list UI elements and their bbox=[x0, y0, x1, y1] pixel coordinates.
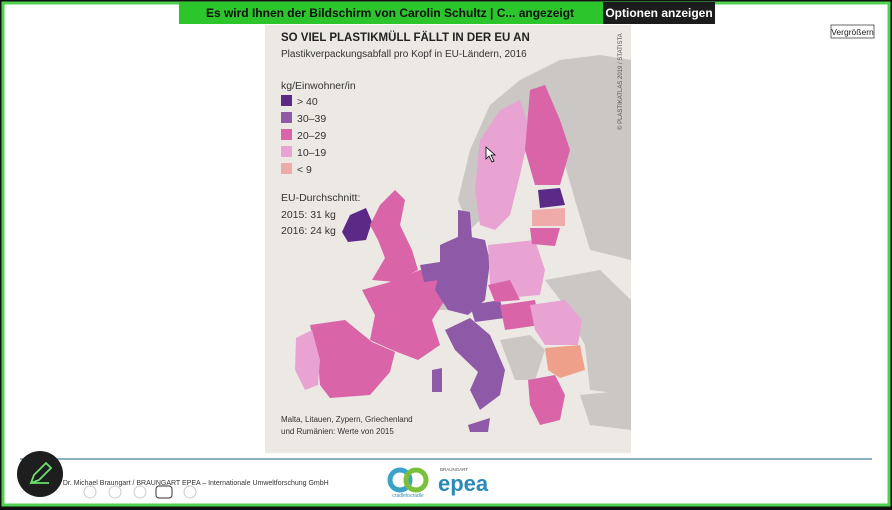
braungart-text: BRAUNGART bbox=[440, 467, 468, 472]
footer-text: f. Dr. Michael Braungart / BRAUNGART EPE… bbox=[57, 480, 329, 487]
note: und Rumänien: Werte von 2015 bbox=[281, 427, 394, 436]
legend: > 40 30–39 20–29 10–19 < 9 bbox=[281, 95, 326, 176]
czechia bbox=[488, 280, 520, 302]
note: Malta, Litauen, Zypern, Griechenland bbox=[281, 415, 413, 424]
benelux bbox=[420, 262, 440, 282]
map-title: SO VIEL PLASTIKMÜLL FÄLLT IN DER EU AN bbox=[281, 31, 530, 44]
cursor bbox=[485, 146, 497, 163]
legend-label: 20–29 bbox=[297, 130, 326, 142]
ireland bbox=[342, 208, 372, 242]
legend-swatch bbox=[281, 129, 292, 140]
logo-ring bbox=[387, 467, 413, 493]
legend-swatch bbox=[281, 112, 292, 123]
germany bbox=[435, 235, 490, 315]
bulgaria bbox=[545, 345, 585, 378]
camera-button[interactable] bbox=[155, 485, 173, 499]
austria bbox=[470, 300, 505, 322]
hungary bbox=[500, 300, 540, 330]
epea-text: epea bbox=[438, 471, 489, 496]
zoom-button[interactable] bbox=[830, 24, 875, 39]
sicily bbox=[468, 418, 490, 432]
legend-label: 30–39 bbox=[297, 113, 326, 125]
region bbox=[545, 270, 631, 395]
estonia bbox=[538, 188, 565, 208]
tool[interactable] bbox=[83, 485, 97, 499]
portugal bbox=[295, 330, 320, 390]
sweden bbox=[475, 100, 530, 230]
denmark bbox=[458, 210, 472, 238]
uk bbox=[370, 190, 418, 282]
eu-countries bbox=[295, 85, 585, 432]
latvia bbox=[532, 208, 565, 226]
credit: © PLASTIKATLAS 2019 / STATISTA bbox=[617, 33, 624, 130]
average-line: 2015: 31 kg bbox=[281, 209, 336, 221]
spain bbox=[310, 320, 395, 398]
map-subtitle: Plastikverpackungsabfall pro Kopf in EU-… bbox=[281, 49, 527, 60]
france bbox=[362, 270, 445, 360]
c2c-text: cradletocradle bbox=[392, 493, 424, 499]
italy bbox=[445, 318, 505, 410]
legend-swatch bbox=[281, 95, 292, 106]
share-banner bbox=[179, 2, 603, 24]
legend-swatch bbox=[281, 146, 292, 157]
romania bbox=[530, 300, 582, 345]
tool[interactable] bbox=[183, 485, 197, 499]
tool[interactable] bbox=[108, 485, 122, 499]
finland bbox=[525, 85, 570, 185]
map-panel: SO VIEL PLASTIKMÜLL FÄLLT IN DER EU AN P… bbox=[265, 25, 631, 453]
logo-ring bbox=[403, 467, 429, 493]
zoom-label[interactable]: Vergrößern bbox=[831, 27, 874, 37]
legend-label: > 40 bbox=[297, 96, 318, 108]
region bbox=[458, 55, 631, 260]
legend-swatch bbox=[281, 163, 292, 174]
average-title: EU-Durchschnitt: bbox=[281, 192, 360, 204]
sardinia bbox=[432, 368, 442, 392]
toolbar bbox=[83, 485, 197, 499]
region bbox=[580, 390, 631, 430]
average-line: 2016: 24 kg bbox=[281, 225, 336, 237]
options-label[interactable]: Optionen anzeigen bbox=[605, 6, 712, 20]
options-button[interactable] bbox=[603, 2, 715, 24]
lithuania bbox=[530, 228, 560, 246]
tool[interactable] bbox=[133, 485, 147, 499]
legend-title: kg/Einwohner/in bbox=[281, 80, 356, 92]
share-text: Es wird Ihnen der Bildschirm von Carolin… bbox=[206, 6, 574, 20]
c2c-logo: cradletocradle bbox=[387, 467, 429, 499]
region bbox=[500, 335, 545, 380]
pencil-icon[interactable] bbox=[29, 461, 53, 485]
legend-label: < 9 bbox=[297, 164, 312, 176]
greece bbox=[528, 375, 565, 425]
legend-label: 10–19 bbox=[297, 147, 326, 159]
annotate-button[interactable] bbox=[17, 451, 63, 497]
